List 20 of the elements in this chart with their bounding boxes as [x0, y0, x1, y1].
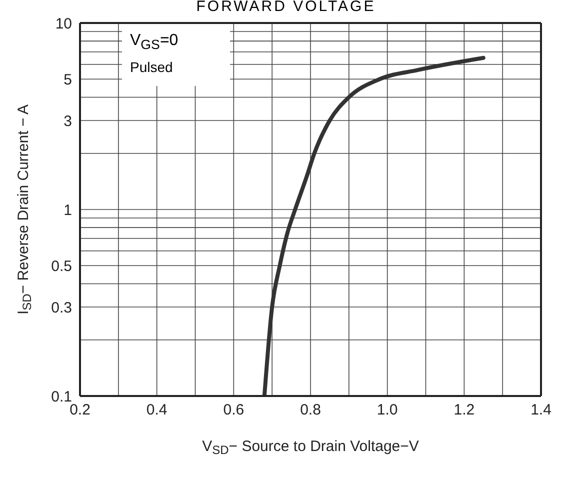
y-tick-label: 1 [64, 202, 72, 219]
x-axis-title: V$_{SD}$− Source to Drain Voltage−V [202, 438, 419, 457]
x-tick-label: 1.2 [454, 402, 475, 419]
annotation: V$_{GS}$=0 [130, 31, 180, 54]
line-series [262, 56, 486, 396]
x-tick-label: 1.0 [376, 402, 398, 419]
y-tick-label: 0.5 [51, 258, 72, 275]
x-tick-label: 1.4 [530, 402, 552, 419]
x-tick-label: 0.6 [223, 402, 244, 419]
x-tick-label: 0.4 [146, 402, 168, 419]
text-box: V$_{GS}$=0 Pulsed [122, 24, 230, 86]
y-tick-label: 5 [64, 71, 72, 88]
y-tick-label: 0.1 [51, 388, 72, 406]
y-tick-label: 0.3 [51, 299, 72, 316]
x-tick-label: 0.2 [70, 402, 90, 419]
x-tick-label: 0.8 [300, 402, 321, 419]
annotation: Pulsed [130, 58, 174, 78]
y-tick-label: 10 [55, 15, 72, 32]
y-tick-label: 3 [64, 112, 72, 130]
chart-title: FORWARD VOLTAGE [195, 0, 377, 15]
